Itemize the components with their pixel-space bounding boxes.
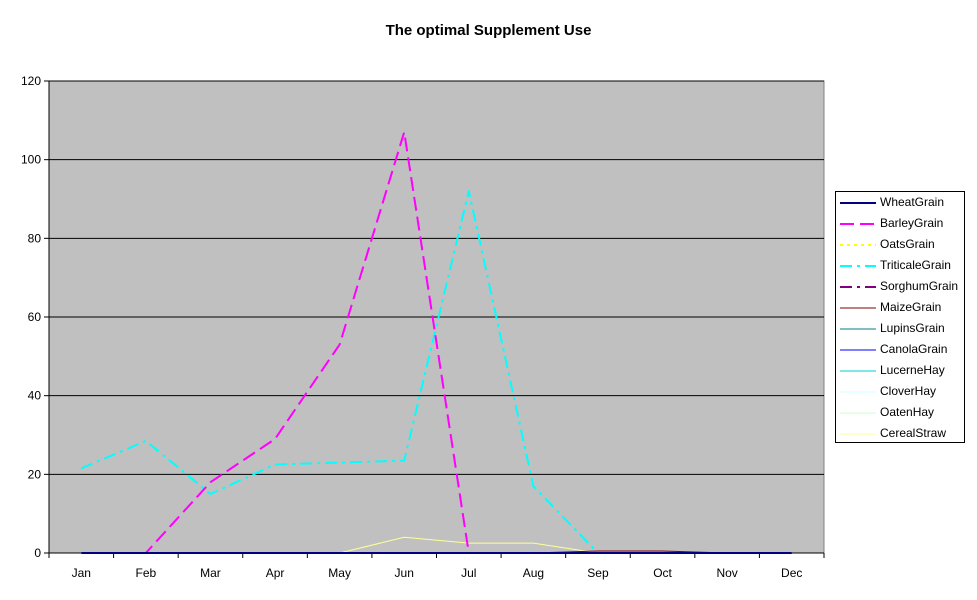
legend-label: SorghumGrain [880,279,959,293]
y-tick-label: 100 [21,153,41,167]
y-tick-label: 60 [28,310,42,324]
legend-item: BarleyGrain [836,213,964,234]
x-tick-label: Dec [781,566,802,580]
x-tick-label: Apr [266,566,285,580]
legend-label: TriticaleGrain [880,258,951,272]
y-tick-label: 20 [28,467,42,481]
x-tick-label: Jul [461,566,476,580]
x-tick-label: Feb [136,566,157,580]
legend: WheatGrain BarleyGrain OatsGrain TriticaleG… [835,191,965,443]
legend-swatch [840,349,876,351]
y-tick-label: 0 [34,546,41,560]
legend-item: OatsGrain [836,234,964,255]
legend-label: WheatGrain [880,195,945,209]
legend-label: OatenHay [880,405,935,419]
legend-swatch [840,391,876,393]
legend-swatch [840,328,876,330]
legend-label: LupinsGrain [880,321,945,335]
legend-item: WheatGrain [836,192,964,213]
x-tick-label: Nov [716,566,737,580]
legend-swatch [840,223,876,225]
legend-label: CerealStraw [880,426,947,440]
x-tick-label: Oct [653,566,672,580]
legend-swatch [840,202,876,204]
legend-item: CloverHay [836,381,964,402]
x-tick-label: May [328,566,351,580]
chart-title: The optimal Supplement Use [385,22,592,39]
legend-swatch [840,370,876,372]
y-tick-label: 40 [28,389,42,403]
legend-swatch [840,265,876,267]
legend-swatch [840,307,876,309]
legend-item: CerealStraw [836,423,964,444]
series-lines [80,131,792,554]
legend-item: MaizeGrain [836,297,964,318]
legend-item: TriticaleGrain [836,255,964,276]
legend-label: BarleyGrain [880,216,944,230]
x-tick-label: Jun [395,566,414,580]
x-tick-label: Aug [523,566,544,580]
y-tick-label: 120 [21,74,41,88]
legend-swatch [840,286,876,288]
y-tick-label: 80 [28,231,42,245]
legend-item: SorghumGrain [836,276,964,297]
gridlines [49,80,824,475]
x-tick-label: Sep [587,566,609,580]
legend-swatch [840,244,876,246]
legend-label: OatsGrain [880,237,935,251]
legend-item: OatenHay [836,402,964,423]
legend-item: CanolaGrain [836,339,964,360]
legend-item: LupinsGrain [836,318,964,339]
legend-swatch [840,412,876,414]
legend-label: MaizeGrain [880,300,942,314]
legend-swatch [840,433,876,435]
x-tick-label: Jan [72,566,91,580]
x-tick-label: Mar [200,566,221,580]
legend-label: CanolaGrain [880,342,948,356]
legend-label: CloverHay [880,384,937,398]
legend-label: LucerneHay [880,363,945,377]
legend-item: LucerneHay [836,360,964,381]
